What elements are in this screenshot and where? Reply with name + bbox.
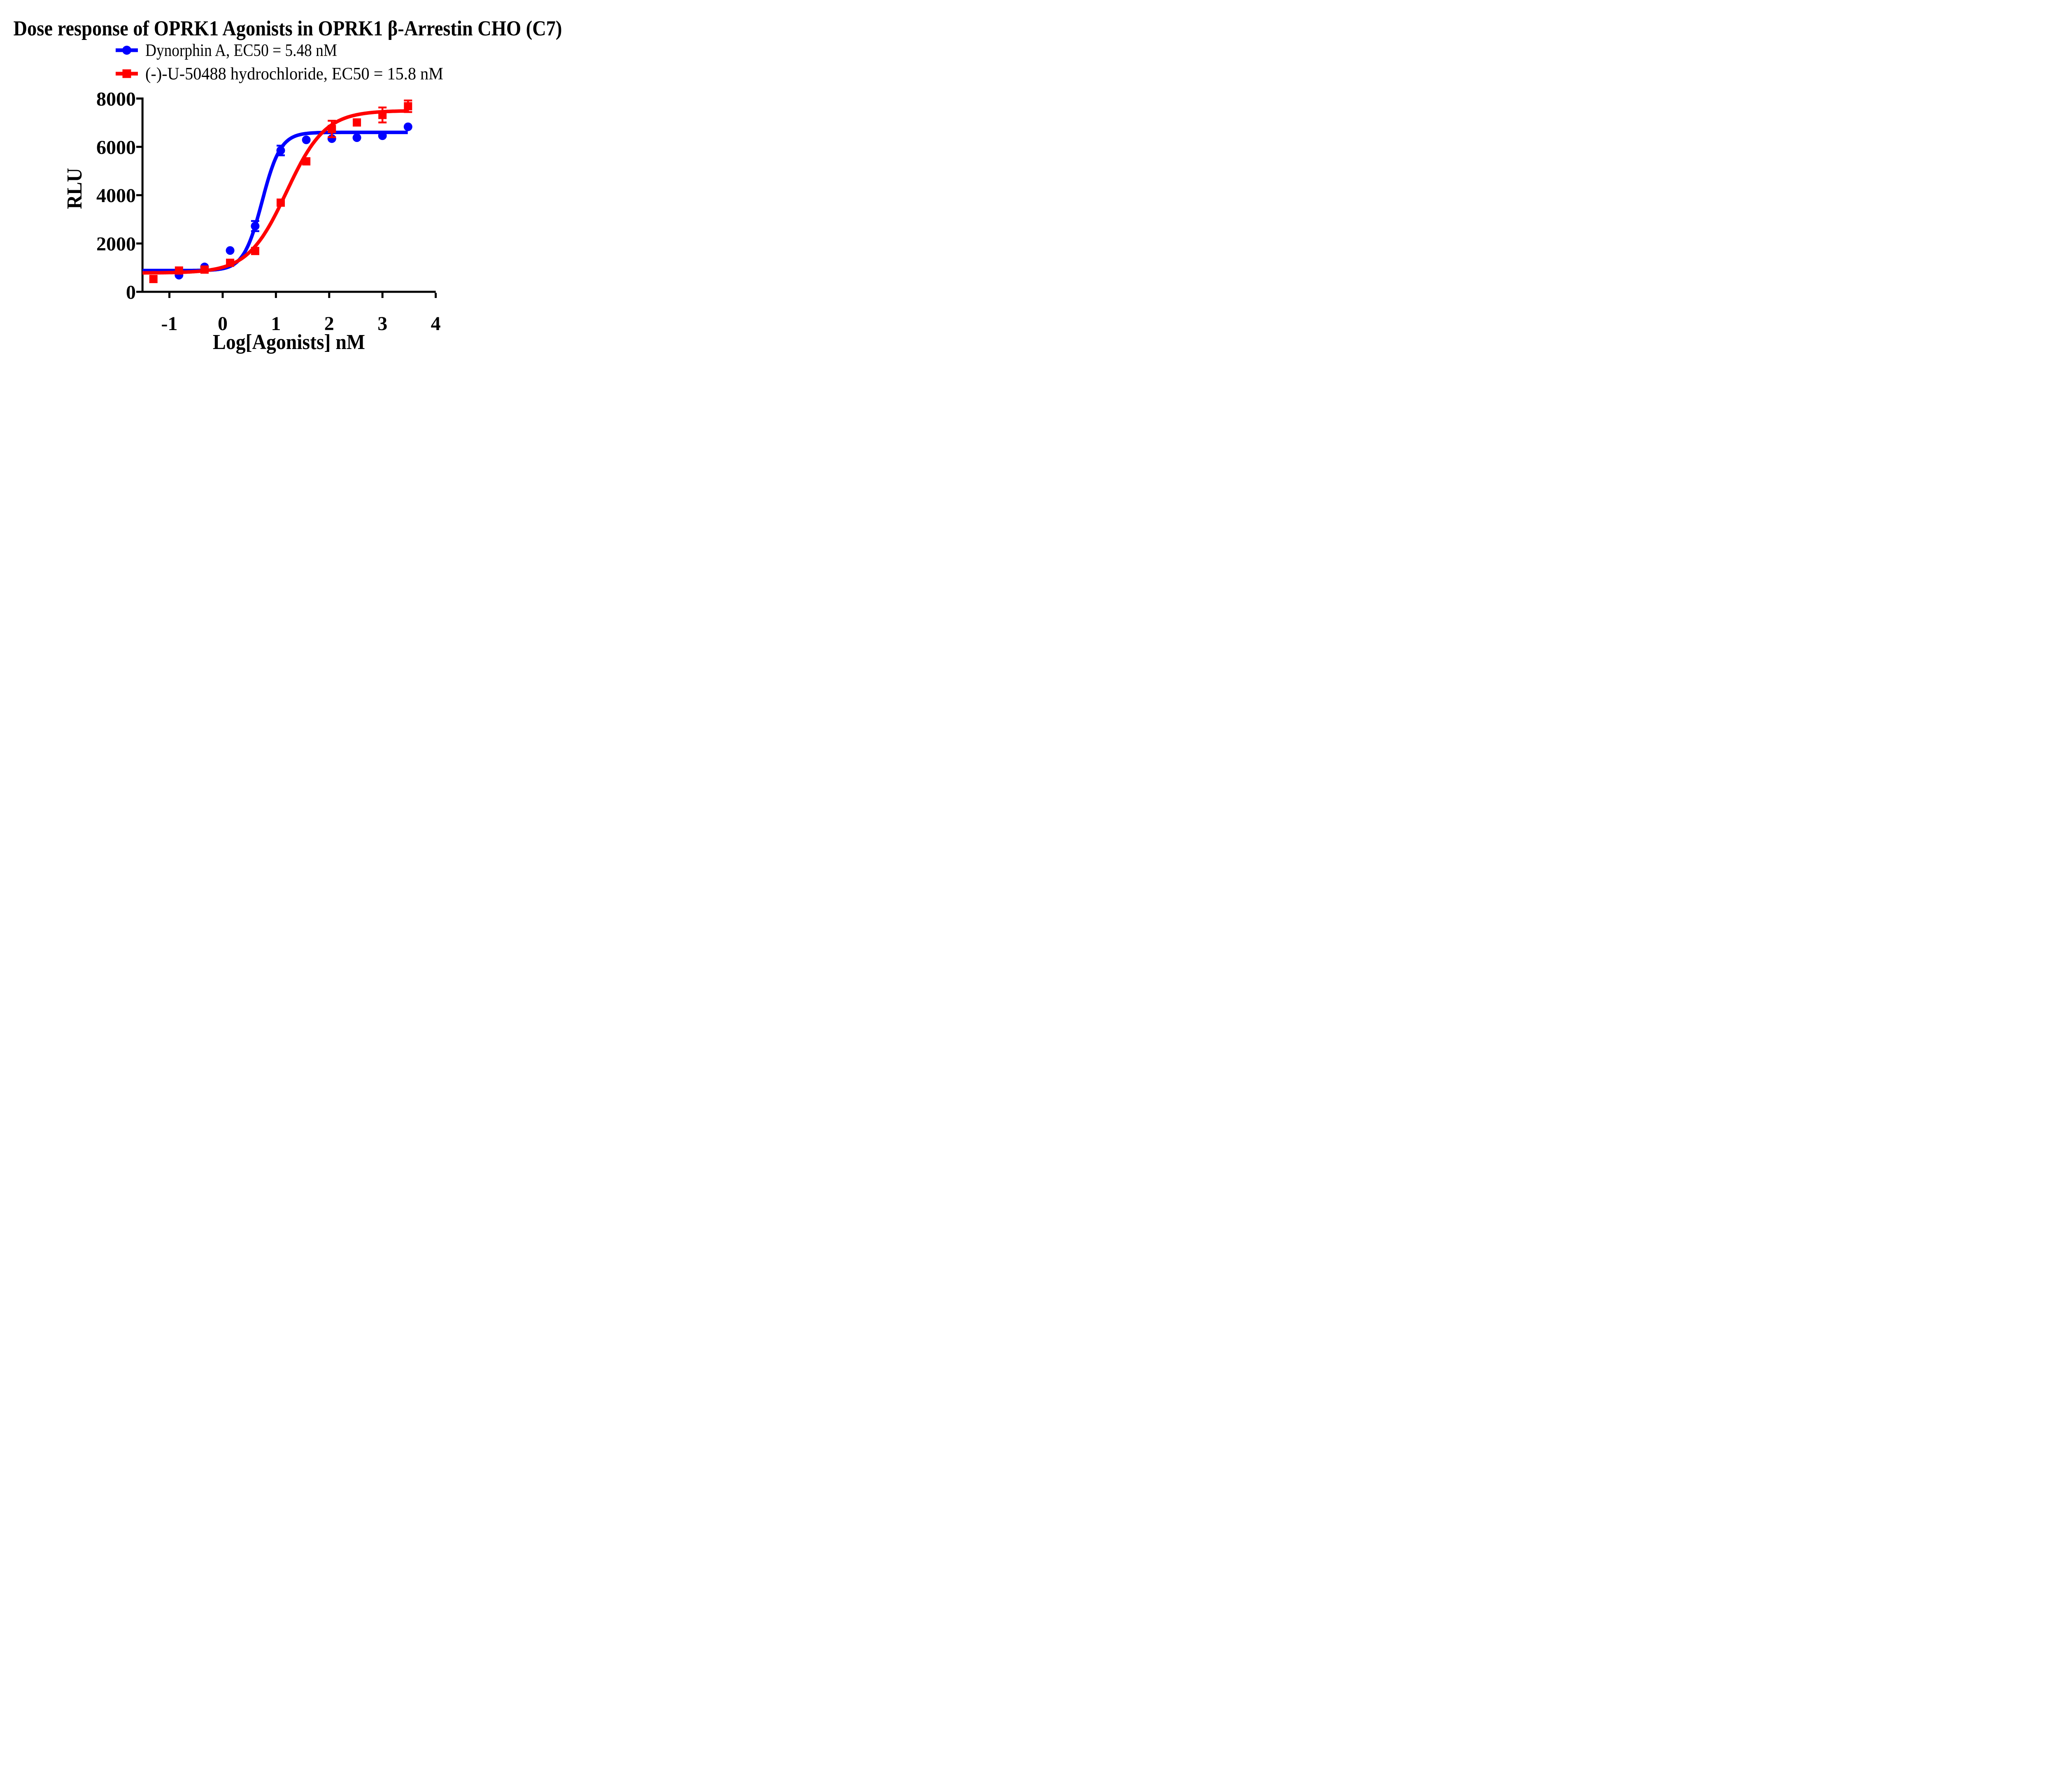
- y-tick-label: 8000: [96, 88, 136, 110]
- plot-area: 0 2000 4000 6000 8000 -1 0 1 2 3 4: [96, 88, 441, 335]
- x-tick-label: 2: [324, 313, 334, 335]
- data-point-dynorphin-a: [352, 133, 361, 142]
- data-point-u-50488-hydrochloride: [175, 266, 183, 275]
- fit-curve-u-50488-hydrochloride: [142, 109, 408, 275]
- data-point-u-50488-hydrochloride: [149, 275, 158, 283]
- data-point-dynorphin-a: [226, 246, 235, 255]
- y-tick-label: 6000: [96, 137, 136, 158]
- data-point-u-50488-hydrochloride: [353, 118, 361, 127]
- x-tick-label: 0: [218, 313, 228, 335]
- data-point-u-50488-hydrochloride: [378, 111, 387, 119]
- dose-response-figure: Dose response of OPRK1 Agonists in OPRK1…: [0, 0, 575, 358]
- x-tick-label: 3: [377, 313, 387, 335]
- x-axis-label: Log[Agonists] nM: [213, 330, 365, 354]
- x-tick-label: 4: [431, 313, 441, 335]
- data-point-u-50488-hydrochloride: [328, 125, 336, 133]
- legend: Dynorphin A, EC50 = 5.48 nM (-)-U-50488 …: [116, 41, 443, 84]
- data-point-dynorphin-a: [378, 131, 387, 140]
- square-marker-icon: [122, 69, 131, 78]
- data-point-dynorphin-a: [302, 135, 311, 144]
- y-axis-label: RLU: [63, 168, 86, 209]
- chart-title: Dose response of OPRK1 Agonists in OPRK1…: [14, 17, 562, 40]
- data-point-u-50488-hydrochloride: [200, 265, 209, 274]
- dose-response-chart: Dose response of OPRK1 Agonists in OPRK1…: [14, 17, 562, 354]
- axes-frame: [141, 97, 436, 293]
- data-point-u-50488-hydrochloride: [251, 247, 259, 255]
- legend-item-dynorphin-a: Dynorphin A, EC50 = 5.48 nM: [116, 41, 337, 60]
- data-point-dynorphin-a: [276, 146, 285, 155]
- x-tick-label: -1: [161, 313, 178, 335]
- y-tick-label: 0: [126, 282, 136, 303]
- data-point-dynorphin-a: [403, 122, 412, 131]
- data-point-u-50488-hydrochloride: [226, 258, 235, 267]
- data-point-dynorphin-a: [251, 221, 260, 230]
- legend-label-u50488: (-)-U-50488 hydrochloride, EC50 = 15.8 n…: [145, 65, 443, 84]
- legend-label-dynorphin-a: Dynorphin A, EC50 = 5.48 nM: [145, 41, 337, 60]
- data-point-u-50488-hydrochloride: [277, 198, 285, 207]
- fit-curve-dynorphin-a: [142, 130, 408, 272]
- data-point-u-50488-hydrochloride: [404, 102, 412, 111]
- x-tick-label: 1: [271, 313, 281, 335]
- y-tick-label: 2000: [96, 233, 136, 255]
- y-tick-label: 4000: [96, 185, 136, 207]
- legend-item-u50488: (-)-U-50488 hydrochloride, EC50 = 15.8 n…: [116, 65, 443, 84]
- circle-marker-icon: [122, 46, 131, 55]
- data-point-u-50488-hydrochloride: [302, 157, 311, 166]
